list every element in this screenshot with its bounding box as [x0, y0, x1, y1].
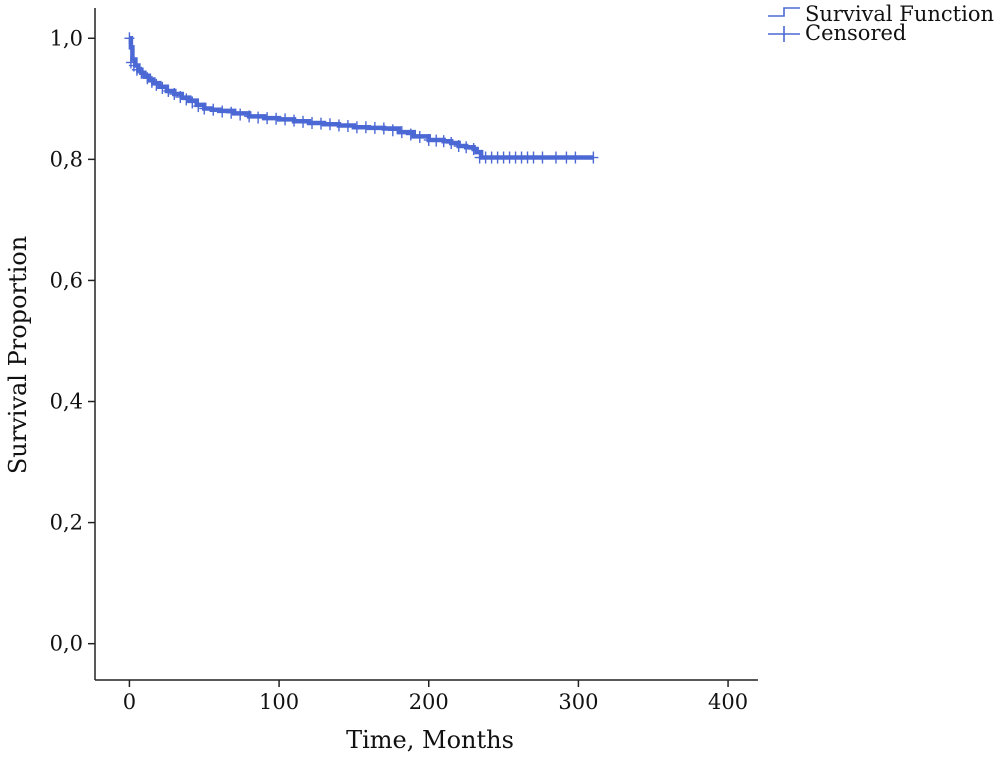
x-ticks: 0 100 200 300 400: [123, 680, 748, 714]
y-ticks: 0,0 0,2 0,4 0,6 0,8 1,0: [50, 26, 95, 656]
y-tick-label: 0,4: [50, 390, 83, 414]
censored-marker: [253, 111, 264, 124]
censored-marker: [561, 151, 572, 164]
censored-marker: [235, 108, 246, 121]
x-tick-label: 200: [409, 690, 449, 714]
x-tick-label: 100: [259, 690, 299, 714]
censored-marker: [324, 118, 335, 131]
censored-marker: [280, 113, 291, 126]
censored-marker: [271, 112, 282, 125]
censored-marker: [333, 119, 344, 132]
censored-marker: [453, 140, 464, 153]
censored-marker: [537, 151, 548, 164]
y-tick-label: 0,2: [50, 511, 83, 535]
censored-marker: [387, 124, 398, 137]
censored-marker: [146, 75, 157, 88]
censored-marker: [342, 120, 353, 133]
y-tick-label: 0,6: [50, 268, 83, 292]
y-axis-title: Survival Proportion: [4, 236, 32, 474]
censored-marker: [217, 105, 228, 118]
x-tick-label: 300: [558, 690, 598, 714]
censored-marker: [124, 32, 135, 45]
censored-marker: [262, 112, 273, 125]
censored-marker: [199, 102, 210, 115]
censored-marker: [378, 122, 389, 135]
censored-marker: [289, 114, 300, 127]
x-axis-title: Time, Months: [346, 726, 514, 754]
censored-marker: [414, 130, 425, 143]
legend-label-censored: Censored: [805, 21, 906, 45]
legend-survival-function-icon: [768, 7, 800, 17]
censored-marker: [175, 90, 186, 103]
censored-marker: [588, 151, 599, 164]
legend-censored-icon: [768, 26, 800, 42]
censored-marker: [468, 143, 479, 156]
y-tick-label: 0,8: [50, 147, 83, 171]
censored-marker: [298, 115, 309, 128]
censored-marker: [226, 106, 237, 119]
censored-marker: [315, 117, 326, 130]
censored-marker: [169, 87, 180, 100]
censored-marker: [187, 96, 198, 109]
censored-marker: [369, 121, 380, 134]
x-tick-label: 400: [708, 690, 748, 714]
y-tick-label: 0,0: [50, 632, 83, 656]
censored-marker: [181, 93, 192, 106]
censored-marker: [550, 151, 561, 164]
censored-marker: [157, 81, 168, 94]
censored-marker: [438, 135, 449, 148]
censored-marker: [570, 151, 581, 164]
censored-marker: [528, 151, 539, 164]
series-layer: [124, 32, 599, 164]
censored-marker: [163, 84, 174, 97]
censored-marker: [446, 137, 457, 150]
censored-marker: [131, 63, 142, 76]
censored-marker: [151, 78, 162, 91]
censored-marker: [360, 121, 371, 134]
axes: [94, 8, 758, 681]
legend: Survival Function Censored: [768, 2, 994, 45]
x-tick-label: 0: [123, 690, 136, 714]
survival-function-line: [128, 36, 594, 160]
censored-marker: [136, 66, 147, 79]
legend-label-survival-function: Survival Function: [805, 2, 994, 26]
censored-marker: [193, 100, 204, 113]
censored-marker: [351, 121, 362, 134]
censored-marker: [461, 141, 472, 154]
censored-marker: [396, 126, 407, 139]
censored-marker: [405, 128, 416, 141]
y-tick-label: 1,0: [50, 26, 83, 50]
censored-marker: [307, 117, 318, 130]
censored-marker: [244, 110, 255, 123]
censored-marker: [208, 103, 219, 116]
